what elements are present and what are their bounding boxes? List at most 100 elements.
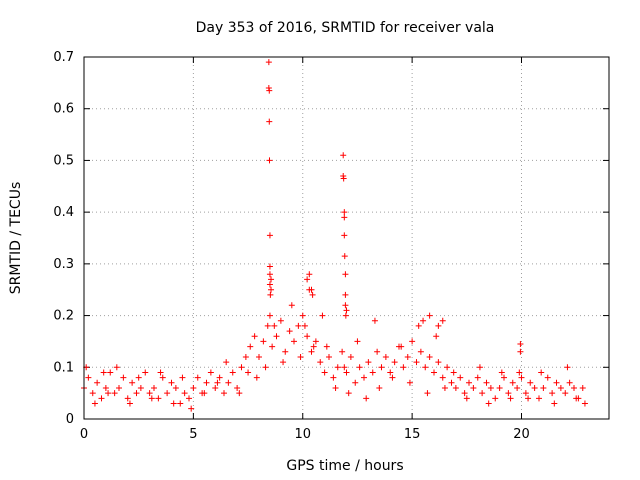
data-point <box>426 353 433 360</box>
axis-ticks: 0 5 10 15 20 0 0.1 0.2 0.3 0.4 0.5 0.6 0.7 <box>53 50 609 442</box>
data-point <box>319 312 326 319</box>
data-point <box>312 338 319 345</box>
data-point <box>345 390 352 397</box>
data-point <box>266 271 273 278</box>
data-point <box>102 384 109 391</box>
data-point <box>422 364 429 371</box>
data-point <box>304 333 311 340</box>
data-point <box>100 369 107 376</box>
data-point <box>466 379 472 386</box>
data-point <box>295 322 302 329</box>
data-point <box>299 312 306 319</box>
data-point <box>531 384 538 391</box>
data-point <box>194 374 201 381</box>
scatter-points <box>81 59 588 412</box>
data-point <box>581 400 588 407</box>
data-point <box>498 369 505 376</box>
data-point <box>203 379 210 386</box>
data-point <box>155 395 162 402</box>
data-point <box>253 374 260 381</box>
data-point <box>238 364 245 371</box>
data-point <box>461 390 468 397</box>
x-tick-label: 0 <box>80 427 88 442</box>
data-point <box>571 384 577 391</box>
data-point <box>229 369 236 376</box>
data-point <box>342 271 349 278</box>
data-point <box>400 364 407 371</box>
data-point <box>439 317 446 324</box>
data-point <box>214 379 221 386</box>
data-point <box>341 253 348 260</box>
data-point <box>207 369 214 376</box>
data-point <box>116 384 122 391</box>
data-point <box>179 374 186 381</box>
data-point <box>251 333 258 340</box>
data-point <box>266 263 273 270</box>
data-point <box>260 338 267 345</box>
data-point <box>330 374 337 381</box>
data-point <box>448 379 455 386</box>
data-point <box>431 369 437 376</box>
data-point <box>496 384 503 391</box>
x-tick-label: 10 <box>294 427 311 442</box>
data-point <box>566 379 573 386</box>
data-point <box>124 395 131 402</box>
data-point <box>212 384 219 391</box>
y-tick-label: 0 <box>66 412 74 427</box>
x-tick-label: 20 <box>513 427 530 442</box>
data-point <box>164 390 171 397</box>
data-point <box>268 276 275 283</box>
data-point <box>340 175 347 182</box>
data-point <box>441 384 448 391</box>
data-point <box>378 364 385 371</box>
data-point <box>376 384 383 391</box>
data-point <box>340 152 347 159</box>
data-point <box>120 374 127 381</box>
data-point <box>94 379 101 386</box>
data-point <box>483 379 490 386</box>
data-point <box>444 364 451 371</box>
data-point <box>413 359 420 366</box>
data-point <box>339 348 346 355</box>
data-point <box>332 384 339 391</box>
data-point <box>310 343 317 350</box>
data-point <box>479 390 486 397</box>
data-point <box>527 379 534 386</box>
data-point <box>264 322 271 329</box>
data-point <box>137 384 144 391</box>
data-point <box>177 400 184 407</box>
data-point <box>573 395 580 402</box>
data-point <box>398 343 405 350</box>
data-point <box>308 348 315 355</box>
data-point <box>266 281 273 288</box>
data-point <box>188 405 195 412</box>
data-point <box>85 374 92 381</box>
data-point <box>186 395 192 402</box>
data-point <box>564 364 571 371</box>
y-tick-label: 0.7 <box>53 50 74 65</box>
data-point <box>98 395 105 402</box>
data-point <box>389 374 396 381</box>
data-point <box>522 390 529 397</box>
data-point <box>236 390 243 397</box>
data-point <box>304 276 311 283</box>
data-point <box>517 341 524 348</box>
x-axis-label: GPS time / hours <box>286 458 403 474</box>
data-point <box>223 359 230 366</box>
data-point <box>435 322 442 329</box>
plot-frame <box>83 56 610 420</box>
data-point <box>470 384 477 391</box>
data-point <box>544 374 551 381</box>
data-point <box>234 384 241 391</box>
data-point <box>505 390 512 397</box>
chart-title: Day 353 of 2016, SRMTID for receiver val… <box>196 20 495 36</box>
data-point <box>387 369 394 376</box>
data-point <box>509 379 516 386</box>
data-point <box>266 87 273 94</box>
data-point <box>306 271 313 278</box>
data-point <box>126 400 133 407</box>
data-point <box>181 390 188 397</box>
data-point <box>492 395 499 402</box>
